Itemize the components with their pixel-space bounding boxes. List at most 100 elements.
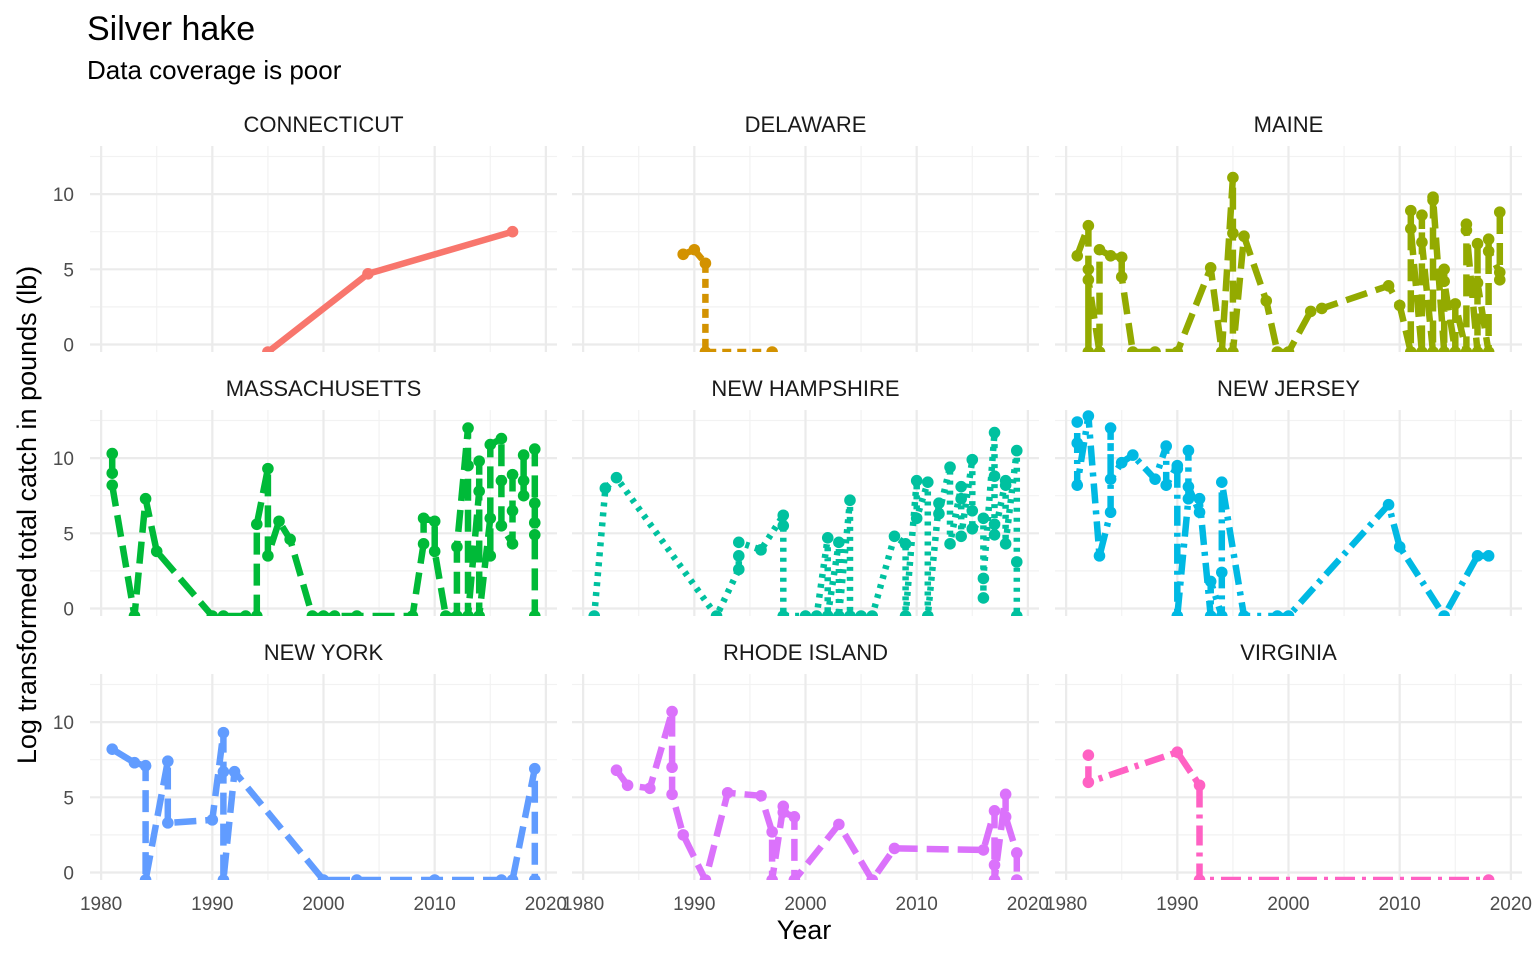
data-point bbox=[139, 759, 152, 772]
data-point bbox=[977, 844, 990, 856]
x-tick-label: 2020 bbox=[1007, 894, 1049, 915]
data-point bbox=[1471, 550, 1484, 562]
series-line bbox=[110, 729, 539, 880]
series-line bbox=[108, 424, 539, 616]
x-tick-label: 1980 bbox=[1045, 894, 1087, 915]
x-tick-label: 2000 bbox=[784, 894, 826, 915]
data-point bbox=[1471, 237, 1484, 250]
data-point bbox=[844, 494, 856, 507]
facet-label: MASSACHUSETTS bbox=[226, 376, 422, 401]
data-point bbox=[988, 874, 1001, 880]
data-point bbox=[1282, 346, 1295, 352]
data-point bbox=[517, 489, 530, 502]
data-point bbox=[732, 563, 745, 576]
data-point bbox=[1482, 346, 1495, 352]
data-point bbox=[528, 529, 541, 541]
panel-massachusetts: MASSACHUSETTS 0 5 10 bbox=[53, 376, 557, 620]
data-point bbox=[1460, 224, 1473, 237]
facet-label: DELAWARE bbox=[745, 112, 867, 137]
data-point bbox=[406, 610, 419, 616]
data-point bbox=[999, 479, 1012, 491]
data-point bbox=[1227, 346, 1239, 352]
data-point bbox=[699, 346, 712, 352]
data-point bbox=[451, 610, 463, 616]
data-point bbox=[1010, 847, 1023, 859]
data-point bbox=[888, 530, 901, 543]
x-tick-label: 1990 bbox=[673, 894, 715, 915]
data-point bbox=[495, 432, 508, 445]
data-point bbox=[922, 476, 934, 488]
data-point bbox=[788, 874, 801, 880]
x-tick-label: 1990 bbox=[191, 894, 233, 915]
data-point bbox=[1010, 556, 1023, 568]
data-point bbox=[128, 756, 141, 769]
facet-panels: CONNECTICUT 0 5 10 DELAWARE MAINE MASSACHUSETT… bbox=[53, 112, 1532, 915]
data-point bbox=[417, 512, 430, 525]
series-line bbox=[681, 246, 773, 352]
data-point bbox=[1010, 444, 1023, 457]
data-point bbox=[528, 516, 541, 529]
series-new-york bbox=[106, 726, 541, 880]
data-point bbox=[1071, 416, 1084, 428]
data-point bbox=[910, 512, 923, 525]
data-point bbox=[517, 474, 530, 487]
data-point bbox=[1438, 275, 1450, 288]
data-point bbox=[506, 538, 519, 550]
x-tick-label: 2000 bbox=[1267, 894, 1309, 915]
data-point bbox=[1171, 746, 1184, 758]
data-point bbox=[1271, 610, 1284, 616]
data-point bbox=[462, 459, 474, 472]
data-point bbox=[766, 826, 778, 838]
data-point bbox=[162, 755, 174, 768]
data-point bbox=[306, 610, 319, 616]
facet-label: CONNECTICUT bbox=[243, 112, 403, 137]
data-point bbox=[1193, 506, 1206, 519]
data-point bbox=[1082, 274, 1095, 286]
data-point bbox=[866, 874, 879, 880]
y-tick-label: 5 bbox=[63, 260, 74, 281]
y-tick-label: 0 bbox=[63, 863, 74, 884]
data-point bbox=[1493, 206, 1506, 218]
data-point bbox=[250, 518, 263, 531]
data-point bbox=[1104, 249, 1117, 262]
data-point bbox=[1427, 346, 1439, 352]
data-point bbox=[1182, 480, 1195, 493]
data-point bbox=[1482, 550, 1495, 562]
data-point bbox=[1149, 346, 1161, 352]
data-point bbox=[1082, 219, 1095, 232]
data-point bbox=[217, 610, 230, 616]
data-point bbox=[899, 538, 912, 550]
data-point bbox=[351, 874, 363, 880]
data-point bbox=[462, 610, 474, 616]
data-point bbox=[1082, 346, 1095, 352]
data-point bbox=[1104, 473, 1117, 485]
data-point bbox=[217, 874, 230, 880]
facet-label: VIRGINIA bbox=[1240, 640, 1337, 665]
data-point bbox=[1215, 566, 1228, 579]
data-point bbox=[988, 426, 1001, 439]
data-point bbox=[428, 545, 441, 558]
data-point bbox=[755, 789, 767, 802]
data-point bbox=[1193, 492, 1206, 505]
data-point bbox=[484, 512, 497, 525]
series-massachusetts bbox=[106, 422, 541, 616]
data-point bbox=[944, 461, 956, 473]
x-tick-label: 2020 bbox=[525, 894, 567, 915]
data-point bbox=[732, 550, 745, 562]
data-point bbox=[262, 462, 274, 475]
data-point bbox=[1193, 874, 1206, 880]
data-point bbox=[777, 509, 790, 522]
data-point bbox=[821, 610, 834, 616]
data-point bbox=[588, 610, 601, 616]
data-point bbox=[666, 705, 678, 718]
panel-virginia: VIRGINIA 1980 1990 2000 2010 2020 bbox=[1045, 640, 1532, 915]
data-point bbox=[228, 765, 241, 778]
data-point bbox=[922, 610, 934, 616]
data-point bbox=[1204, 261, 1217, 274]
series-delaware bbox=[677, 243, 778, 352]
data-point bbox=[528, 443, 541, 455]
y-tick-label: 5 bbox=[63, 788, 74, 809]
data-point bbox=[1193, 779, 1206, 792]
data-point bbox=[1127, 346, 1139, 352]
